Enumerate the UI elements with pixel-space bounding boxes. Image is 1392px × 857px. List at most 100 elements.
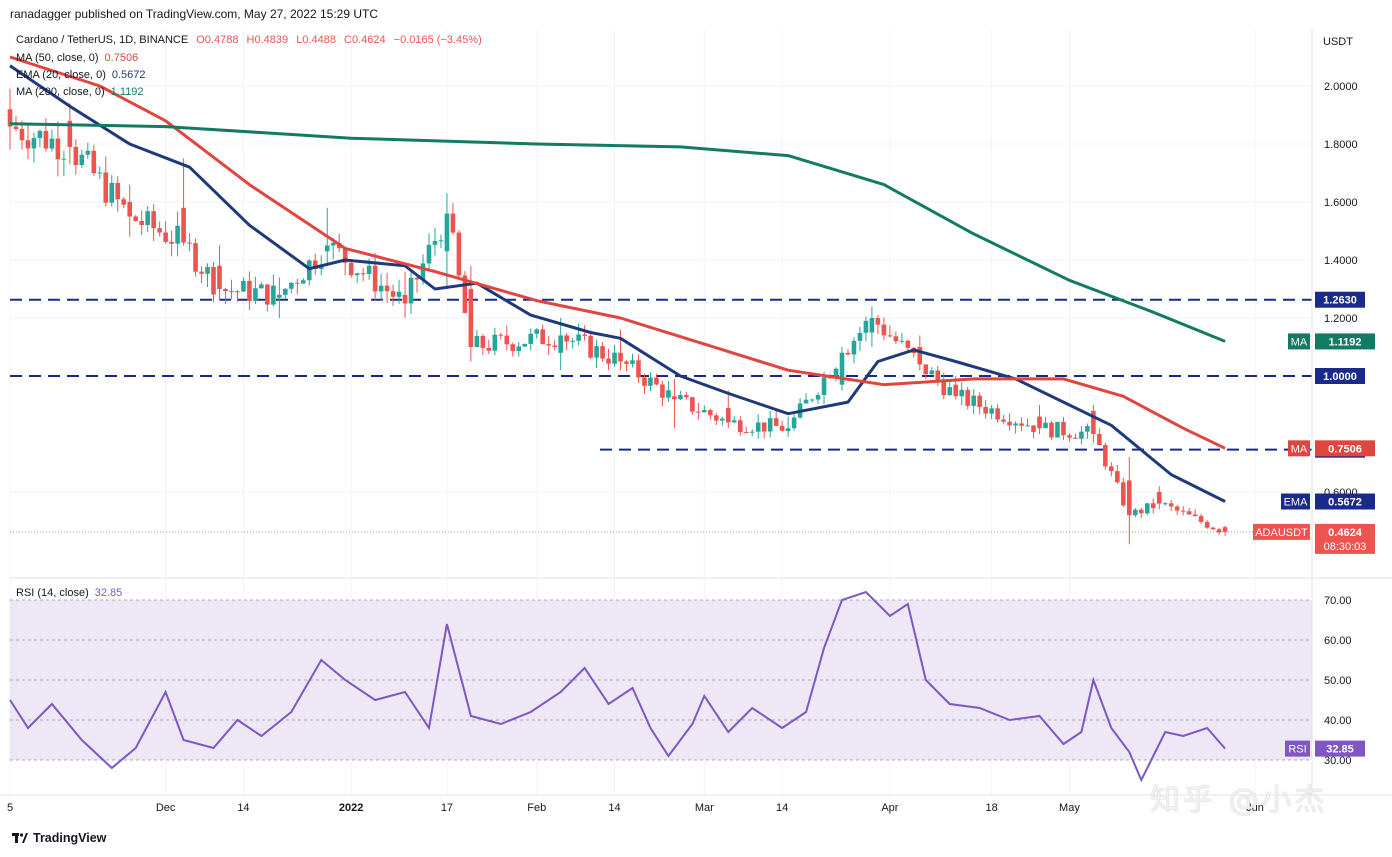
candle-body — [1085, 426, 1090, 432]
candle-body — [330, 243, 336, 246]
ma50-legend[interactable]: MA (50, close, 0) 0.7506 — [16, 52, 138, 64]
candle-body — [37, 130, 43, 139]
candle-body — [636, 360, 641, 378]
candle-body — [271, 285, 276, 305]
level-price-text: 1.0000 — [1323, 371, 1357, 383]
candle-body — [283, 288, 288, 295]
time-tick-label: 17 — [441, 802, 453, 814]
candle-body — [1216, 529, 1222, 533]
candle-body — [97, 172, 103, 174]
candle-body — [696, 411, 701, 413]
price-tick-label: 2.0000 — [1324, 81, 1358, 93]
time-tick-label: 14 — [776, 802, 788, 814]
candle-body — [480, 335, 486, 348]
candle-body — [965, 389, 970, 406]
candle-body — [767, 418, 773, 432]
candle-body — [306, 260, 312, 281]
candle-body — [803, 399, 809, 404]
price-tag-name: MA — [1291, 336, 1308, 348]
candle-body — [486, 347, 492, 351]
candle-body — [594, 346, 599, 358]
candle-body — [175, 225, 180, 244]
ma200-value: 1.1192 — [110, 86, 144, 98]
candle-body — [863, 320, 869, 333]
time-tick-label: 14 — [237, 802, 249, 814]
candle-body — [725, 407, 731, 423]
ohlc-open: O0.4788 — [196, 34, 239, 46]
candle-body — [79, 154, 85, 166]
candle-body — [456, 232, 462, 276]
candle-body — [791, 417, 797, 429]
price-axis-unit: USDT — [1323, 36, 1353, 48]
candle-body — [624, 361, 629, 364]
candle-body — [199, 271, 204, 274]
time-tick-label: 14 — [608, 802, 620, 814]
ma50-label: MA (50, close, 0) — [16, 52, 99, 64]
candle-body — [402, 294, 408, 304]
candle-body — [1019, 423, 1024, 426]
watermark: 知乎 @小杰 — [1150, 783, 1328, 818]
candle-body — [420, 263, 426, 280]
candle-body — [618, 352, 623, 362]
candle-body — [833, 368, 839, 379]
price-tag-name-box — [1281, 493, 1310, 510]
price-countdown: 08:30:03 — [1324, 541, 1367, 553]
candle-body — [151, 211, 156, 229]
level-price-tag — [1315, 368, 1365, 384]
candle-body — [899, 340, 905, 342]
price-tick-label: 1.4000 — [1324, 255, 1358, 267]
candle-body — [1174, 506, 1180, 511]
candle-body — [468, 289, 474, 347]
candle-body — [348, 262, 354, 276]
candle-body — [678, 395, 683, 400]
price-tag-box — [1315, 493, 1375, 510]
candle-body — [510, 344, 516, 352]
candle-body — [881, 324, 887, 336]
ma200-legend[interactable]: MA (200, close, 0) 1.1192 — [16, 86, 143, 98]
candle-body — [702, 410, 707, 413]
candle-body — [1168, 503, 1174, 507]
candle-body — [223, 289, 228, 292]
candle-body — [923, 364, 929, 375]
candle-body — [7, 109, 13, 127]
candle-body — [366, 265, 372, 274]
price-tag-box — [1315, 440, 1375, 457]
candle-body — [67, 120, 73, 147]
candle-body — [378, 285, 384, 292]
candle-body — [19, 128, 25, 141]
candle-body — [235, 291, 240, 293]
candle-body — [492, 334, 498, 351]
candle-body — [666, 390, 671, 398]
candle-body — [875, 318, 881, 325]
ema20-legend[interactable]: EMA (20, close, 0) 0.5672 — [16, 69, 146, 81]
price-tick-label: 1.8000 — [1324, 139, 1358, 151]
candle-body — [773, 418, 779, 426]
candle-body — [372, 265, 378, 292]
candle-body — [73, 146, 79, 166]
candle-body — [360, 273, 366, 275]
candle-body — [1210, 527, 1216, 530]
candle-body — [588, 335, 593, 358]
time-tick-label: 2022 — [339, 802, 363, 814]
rsi-tag-name-box — [1285, 740, 1310, 757]
rsi-legend[interactable]: RSI (14, close) 32.85 — [16, 587, 122, 599]
price-tag-name: ADAUSDT — [1255, 527, 1308, 539]
price-labels: 1.26301.00000.7460MA1.1192MA0.7506EMA0.5… — [1253, 291, 1375, 757]
candle-body — [684, 395, 689, 398]
candle-body — [977, 395, 982, 407]
candle-body — [474, 335, 480, 347]
candle-body — [414, 277, 420, 280]
candle-body — [109, 182, 115, 203]
candle-body — [1162, 503, 1168, 505]
rsi-tick-label: 70.00 — [1324, 595, 1352, 607]
candle-body — [181, 207, 186, 243]
candle-body — [462, 275, 468, 313]
candle-body — [384, 285, 390, 292]
rsi-tag-name: RSI — [1288, 744, 1306, 756]
candle-body — [312, 260, 318, 269]
candle-body — [630, 360, 635, 364]
tradingview-logo[interactable]: TradingView — [12, 831, 106, 845]
price-tick-label: 1.6000 — [1324, 197, 1358, 209]
price-tag-name: MA — [1291, 443, 1308, 455]
